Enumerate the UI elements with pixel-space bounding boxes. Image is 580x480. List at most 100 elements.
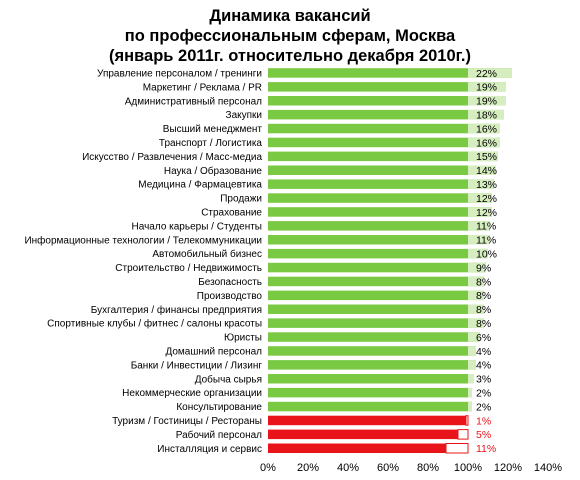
bar-increase-segment bbox=[468, 360, 476, 370]
category-label: Банки / Инвестиции / Лизинг bbox=[131, 360, 263, 371]
bar bbox=[268, 179, 494, 189]
data-label: 16% bbox=[476, 123, 497, 135]
data-label: 11% bbox=[476, 221, 496, 233]
data-label: 13% bbox=[476, 179, 497, 191]
bar bbox=[268, 401, 472, 412]
bar-increase-segment bbox=[468, 179, 494, 189]
category-label: Закупки bbox=[226, 110, 262, 121]
bar-increase-segment bbox=[468, 276, 484, 287]
bar bbox=[268, 443, 446, 453]
data-label: 5% bbox=[476, 429, 491, 441]
data-label: 6% bbox=[476, 332, 491, 344]
bar-decrease-segment bbox=[445, 443, 469, 454]
bar bbox=[268, 193, 492, 203]
bar-increase-segment bbox=[468, 401, 472, 412]
bar bbox=[268, 109, 504, 120]
category-label: Маркетинг / Реклама / PR bbox=[143, 82, 262, 93]
category-label: Автомобильный бизнес bbox=[152, 248, 262, 260]
x-tick-label: 100% bbox=[454, 462, 482, 474]
bar-increase-segment bbox=[468, 96, 506, 106]
x-tick-label: 140% bbox=[534, 462, 562, 474]
bar bbox=[268, 137, 500, 148]
bar bbox=[268, 262, 486, 273]
data-label: 8% bbox=[476, 276, 491, 288]
bar bbox=[268, 123, 500, 134]
data-label: 4% bbox=[476, 360, 491, 372]
x-tick-label: 0% bbox=[260, 462, 276, 474]
bar-decrease-segment bbox=[465, 415, 469, 426]
category-label: Бухгалтерия / финансы предприятия bbox=[91, 304, 262, 316]
x-tick-label: 20% bbox=[297, 462, 319, 474]
data-label: 8% bbox=[476, 290, 491, 302]
data-label: 3% bbox=[476, 374, 491, 386]
category-label: Добыча сырья bbox=[195, 373, 262, 385]
x-tick-label: 120% bbox=[494, 462, 522, 474]
bar-increase-segment bbox=[468, 193, 492, 203]
bar bbox=[268, 429, 458, 440]
x-tick-label: 40% bbox=[337, 462, 359, 474]
category-label: Строительство / Недвижимость bbox=[115, 263, 262, 274]
data-label: 11% bbox=[476, 443, 496, 455]
bar-increase-segment bbox=[468, 235, 490, 245]
data-label: 8% bbox=[476, 304, 491, 316]
bar-increase-segment bbox=[468, 82, 506, 92]
data-label: 12% bbox=[476, 193, 497, 205]
bar bbox=[268, 165, 496, 175]
data-label: 9% bbox=[476, 262, 491, 274]
data-label: 19% bbox=[476, 96, 497, 108]
chart-title-line-1: Динамика вакансий bbox=[209, 7, 371, 25]
bar bbox=[268, 151, 498, 162]
bar bbox=[268, 332, 480, 342]
bar bbox=[268, 360, 476, 370]
category-label: Управление персоналом / тренинги bbox=[97, 68, 262, 79]
bar-decrease-segment bbox=[457, 429, 469, 440]
category-label: Спортивные клубы / фитнес / салоны красо… bbox=[47, 318, 262, 330]
bar-increase-segment bbox=[468, 165, 496, 175]
bar-increase-segment bbox=[468, 151, 498, 162]
bar-increase-segment bbox=[468, 332, 480, 342]
bar-increase-segment bbox=[468, 109, 504, 120]
bar-increase-segment bbox=[468, 207, 492, 217]
data-label: 10% bbox=[476, 248, 497, 260]
bar-increase-segment bbox=[468, 262, 486, 273]
data-label: 12% bbox=[476, 207, 497, 219]
bar bbox=[268, 248, 488, 259]
bar bbox=[268, 68, 512, 78]
bar-increase-segment bbox=[468, 68, 512, 78]
category-label: Рабочий персонал bbox=[176, 429, 262, 441]
data-label: 22% bbox=[476, 68, 497, 80]
category-label: Информационные технологии / Телекоммуник… bbox=[24, 234, 262, 246]
bar bbox=[268, 96, 506, 106]
x-tick-label: 60% bbox=[377, 462, 399, 474]
data-label: 1% bbox=[476, 415, 491, 427]
bar bbox=[268, 235, 490, 245]
data-label: 18% bbox=[476, 109, 497, 121]
category-label: Туризм / Гостиницы / Рестораны bbox=[112, 416, 262, 427]
category-label: Медицина / Фармацевтика bbox=[138, 180, 262, 191]
data-label: 16% bbox=[476, 137, 497, 149]
category-label: Некоммерческие организации bbox=[122, 388, 262, 399]
category-label: Наука / Образование bbox=[164, 165, 263, 177]
data-label: 2% bbox=[476, 387, 491, 399]
bar-increase-segment bbox=[468, 374, 474, 384]
bar bbox=[268, 290, 484, 301]
category-label: Домашний персонал bbox=[165, 346, 262, 357]
category-label: Юристы bbox=[224, 333, 262, 344]
bar-increase-segment bbox=[468, 221, 490, 231]
bar bbox=[268, 221, 490, 231]
chart-title-line-2: по профессиональным сферам, Москва bbox=[124, 27, 456, 45]
bar bbox=[268, 276, 484, 287]
category-label: Инсталляция и сервис bbox=[157, 444, 262, 455]
category-label: Высший менеджмент bbox=[163, 124, 263, 135]
bar-increase-segment bbox=[468, 290, 484, 301]
bar bbox=[268, 318, 484, 328]
data-label: 2% bbox=[476, 401, 491, 413]
data-label: 15% bbox=[476, 151, 497, 163]
category-label: Консультирование bbox=[176, 402, 262, 413]
chart-title-line-3: (январь 2011г. относительно декабря 2010… bbox=[109, 47, 471, 65]
category-label: Безопасность bbox=[198, 277, 262, 288]
data-label: 8% bbox=[476, 318, 491, 330]
category-label: Транспорт / Логистика bbox=[159, 138, 263, 149]
data-label: 19% bbox=[476, 82, 497, 94]
